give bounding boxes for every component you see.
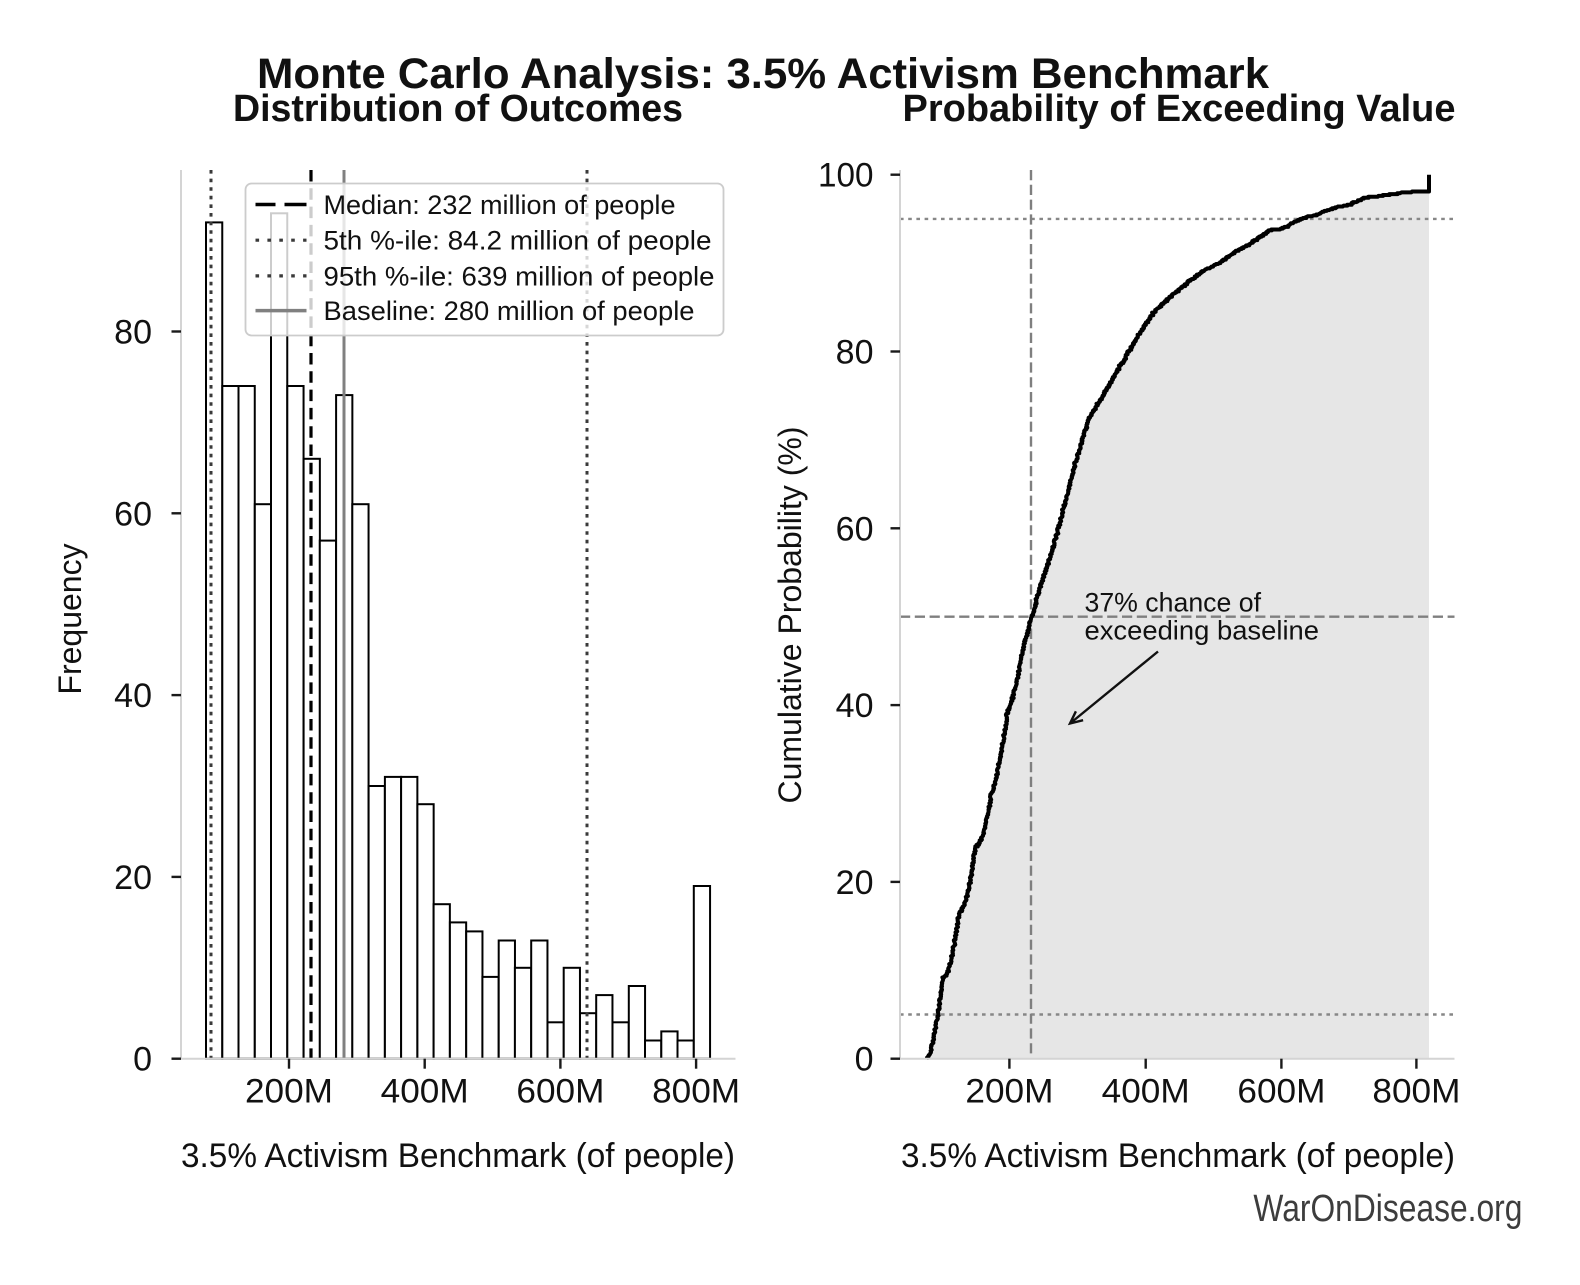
svg-text:60: 60 <box>836 510 874 548</box>
svg-text:37% chance of: 37% chance of <box>1085 588 1262 618</box>
svg-text:200M: 200M <box>965 1073 1053 1111</box>
svg-text:400M: 400M <box>381 1073 469 1111</box>
svg-text:95th %-ile: 639 million of peo: 95th %-ile: 639 million of people <box>324 261 715 291</box>
svg-text:600M: 600M <box>1237 1073 1325 1111</box>
svg-text:600M: 600M <box>516 1073 604 1111</box>
svg-text:Distribution of Outcomes: Distribution of Outcomes <box>233 88 683 130</box>
svg-text:100: 100 <box>818 157 874 195</box>
svg-text:40: 40 <box>836 687 874 725</box>
svg-text:80: 80 <box>836 334 874 372</box>
svg-text:40: 40 <box>114 677 152 715</box>
svg-text:800M: 800M <box>652 1073 740 1111</box>
svg-text:Probability of Exceeding Value: Probability of Exceeding Value <box>903 88 1456 130</box>
svg-text:0: 0 <box>133 1041 152 1079</box>
svg-text:20: 20 <box>836 864 874 902</box>
svg-text:800M: 800M <box>1372 1073 1460 1111</box>
svg-text:80: 80 <box>114 314 152 352</box>
svg-text:Frequency: Frequency <box>52 543 88 694</box>
svg-text:200M: 200M <box>245 1073 333 1111</box>
svg-text:exceeding baseline: exceeding baseline <box>1085 616 1320 646</box>
svg-text:Cumulative Probability (%): Cumulative Probability (%) <box>772 426 808 803</box>
svg-text:0: 0 <box>855 1041 874 1079</box>
svg-text:3.5% Activism Benchmark (of pe: 3.5% Activism Benchmark (of people) <box>181 1137 735 1175</box>
svg-text:20: 20 <box>114 859 152 897</box>
svg-text:Median: 232 million of people: Median: 232 million of people <box>324 190 676 220</box>
svg-text:WarOnDisease.org: WarOnDisease.org <box>1253 1188 1522 1230</box>
svg-text:Monte Carlo Analysis: 3.5% Act: Monte Carlo Analysis: 3.5% Activism Benc… <box>257 50 1269 98</box>
svg-text:5th %-ile: 84.2 million of peo: 5th %-ile: 84.2 million of people <box>324 226 712 256</box>
svg-text:Baseline: 280 million of peopl: Baseline: 280 million of people <box>324 296 695 326</box>
svg-text:400M: 400M <box>1102 1073 1190 1111</box>
svg-text:3.5% Activism Benchmark (of pe: 3.5% Activism Benchmark (of people) <box>901 1137 1455 1175</box>
svg-text:60: 60 <box>114 495 152 533</box>
